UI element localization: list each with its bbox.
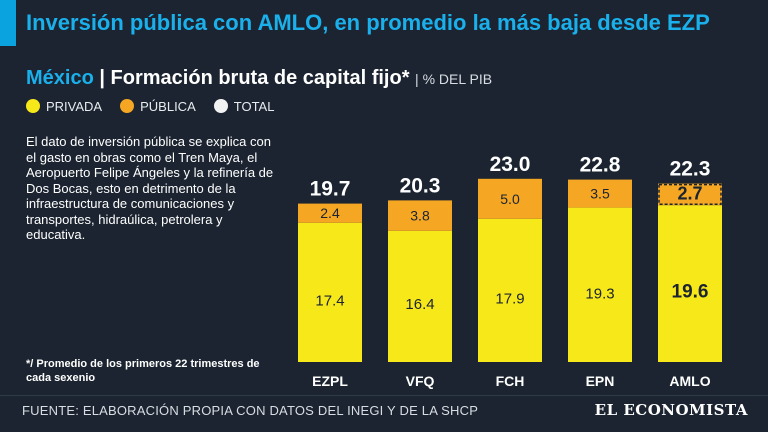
footnote: */ Promedio de los primeros 22 trimestre…: [26, 358, 260, 384]
category-label-ezpl: EZPL: [312, 373, 348, 389]
brand-logo: EL ECONOMISTA: [594, 401, 748, 419]
legend-dot-publica: [120, 99, 135, 113]
legend-dot-total: [213, 99, 228, 113]
subtitle-separator: |: [99, 67, 105, 89]
legend-item-total: TOTAL: [213, 98, 275, 114]
label-publica-vfq: 3.8: [410, 208, 430, 224]
label-privada-ezpl: 17.4: [315, 292, 344, 309]
bar-publica-amlo: [658, 183, 722, 206]
bar-privada-fch: [478, 218, 542, 362]
bar-publica-highlight-amlo: [658, 183, 722, 205]
category-label-fch: FCH: [496, 373, 525, 389]
chart-legend: PRIVADA PÚBLICA TOTAL: [26, 96, 274, 116]
subtitle-country: México: [26, 67, 94, 89]
label-total-ezpl: 19.7: [310, 178, 351, 201]
label-total-vfq: 20.3: [400, 174, 441, 197]
subtitle-main: Formación bruta de capital fijo*: [110, 67, 410, 89]
bar-publica-vfq: [388, 200, 452, 231]
label-total-amlo: 22.3: [670, 158, 711, 181]
page-title: Inversión pública con AMLO, en promedio …: [26, 10, 710, 35]
bar-privada-vfq: [388, 230, 452, 362]
bar-publica-fch: [478, 178, 542, 219]
source-note: FUENTE: ELABORACIÓN PROPIA CON DATOS DEL…: [22, 403, 479, 418]
label-publica-fch: 5.0: [500, 191, 520, 207]
title-accent-bar: [0, 0, 16, 46]
legend-label-total: TOTAL: [233, 98, 275, 114]
label-total-epn: 22.8: [580, 154, 621, 177]
category-label-vfq: VFQ: [406, 373, 435, 389]
label-privada-vfq: 16.4: [405, 296, 434, 313]
footer-divider: [0, 395, 768, 396]
bar-publica-epn: [568, 179, 632, 208]
category-label-epn: EPN: [586, 373, 615, 389]
label-total-fch: 23.0: [490, 153, 531, 176]
explanatory-note: El dato de inversión pública se explica …: [26, 134, 274, 242]
bar-privada-amlo: [658, 205, 722, 362]
legend-label-publica: PÚBLICA: [140, 98, 196, 114]
legend-item-privada: PRIVADA: [26, 99, 102, 114]
bar-privada-epn: [568, 207, 632, 362]
label-publica-amlo: 2.7: [677, 183, 702, 203]
label-publica-ezpl: 2.4: [320, 205, 340, 221]
stacked-bar-chart: 17.4 2.4 19.7 EZPL 16.4 3.8 20.3 VFQ 17.9 5.0 23.0…: [280, 110, 750, 400]
legend-label-privada: PRIVADA: [46, 98, 103, 114]
chart-svg: 17.4 2.4 19.7 EZPL 16.4 3.8 20.3 VFQ 17.9 5.0 23.0…: [298, 153, 722, 389]
label-privada-amlo: 19.6: [672, 281, 709, 302]
category-label-amlo: AMLO: [669, 373, 710, 389]
bar-publica-ezpl: [298, 203, 362, 223]
bar-privada-ezpl: [298, 222, 362, 362]
label-privada-epn: 19.3: [585, 286, 614, 303]
subtitle-unit: | % DEL PIB: [415, 71, 493, 87]
legend-item-publica: PÚBLICA: [120, 99, 196, 114]
label-privada-fch: 17.9: [495, 291, 524, 308]
legend-dot-privada: [26, 99, 40, 113]
chart-subtitle: México | Formación bruta de capital fijo…: [26, 64, 492, 92]
label-publica-epn: 3.5: [590, 186, 610, 202]
